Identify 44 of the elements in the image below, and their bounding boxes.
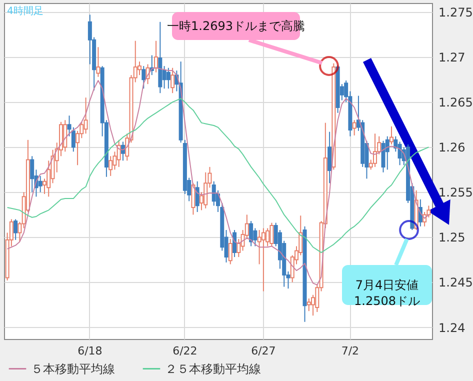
candlestick [398,141,402,166]
candlestick [154,40,158,73]
candlestick [390,126,394,145]
candlestick [195,180,200,212]
legend-label: ５本移動平均線 [31,362,115,376]
candlestick [232,230,237,258]
candlestick [328,131,332,184]
candlestick [142,66,146,90]
y-tick-label: 1.25 [438,230,466,245]
x-tick-label: 6/27 [251,344,276,358]
candlestick [38,175,42,193]
candlestick [14,218,18,240]
candlestick [108,156,113,176]
candlestick [352,120,356,136]
y-tick-label: 1.255 [438,186,473,200]
candlestick [116,139,121,168]
y-tick-label: 1.27 [438,50,466,65]
candlestick [96,46,100,78]
candlestick [170,67,175,94]
candlestick [306,298,311,312]
candlestick [228,238,232,265]
candlestick [372,133,377,168]
candlestick [385,136,390,170]
candlestick [270,222,274,247]
annotation: 7月4日安値 1.2508ドル [354,278,420,308]
chart-title: 4時間足 [7,5,44,17]
legend-label: ２５本移動平均線 [165,362,261,376]
candlestick [261,228,266,292]
y-tick-label: 1.24 [438,320,466,335]
candlestick [84,97,88,134]
candlestick [166,67,170,90]
candlestick [381,140,386,173]
y-tick-label: 1.26 [438,140,466,155]
x-tick-label: 6/18 [78,344,102,358]
x-tick-label: 7/2 [341,344,360,358]
line-series [6,98,430,254]
candlestick [249,220,254,247]
candlestick [191,182,196,216]
candlestick [63,120,68,152]
y-tick-label: 1.265 [438,96,473,110]
y-tick-label: 1.245 [438,276,473,290]
candlestick [30,156,34,193]
y-tick-label: 1.275 [438,6,473,20]
x-tick-label: 6/22 [172,344,198,358]
